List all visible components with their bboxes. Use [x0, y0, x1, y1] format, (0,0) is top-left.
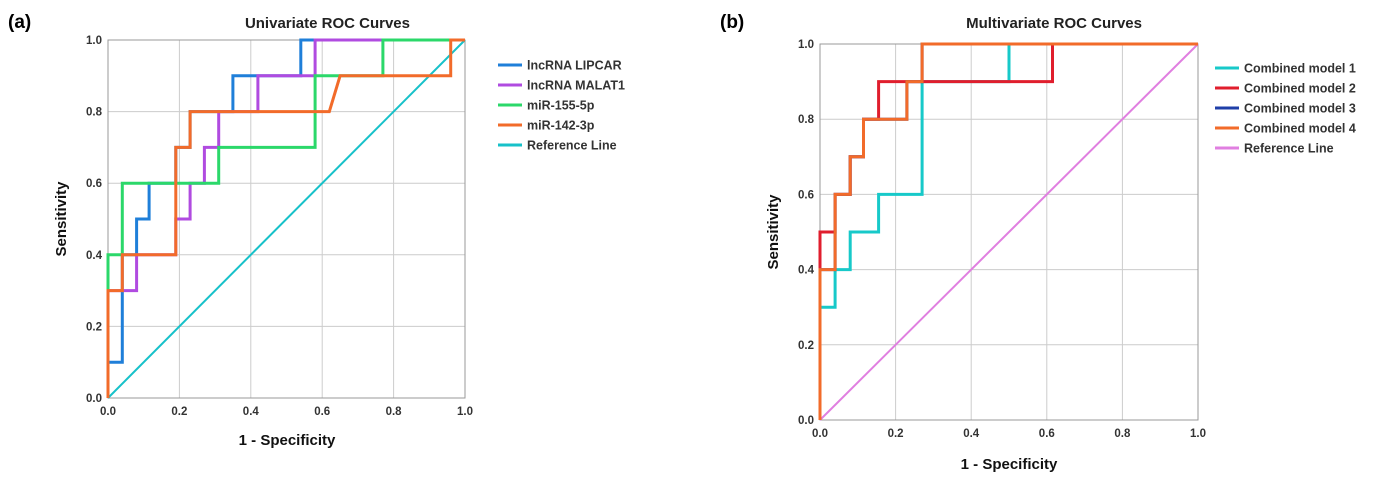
- x-tick-label: 0.2: [888, 428, 904, 440]
- y-tick-label: 0.2: [86, 321, 102, 333]
- panel-a: (a) Univariate ROC Curves 0.0 0.2 0.4 0.6 0.8 1…: [8, 12, 625, 449]
- y-tick-label: 0.8: [86, 107, 103, 119]
- y-tick-label: 1.0: [86, 35, 102, 47]
- y-tick-label: 0.6: [86, 178, 102, 190]
- x-axis-label: 1 - Specificity: [239, 432, 336, 449]
- x-tick-label: 0.0: [100, 406, 116, 418]
- legend-entry: Combined model 2: [1215, 82, 1356, 96]
- plot-frame: [107, 39, 466, 399]
- y-tick-label: 0.0: [798, 415, 814, 427]
- legend-label: Combined model 4: [1244, 122, 1356, 136]
- panel-label: (a): [8, 12, 31, 33]
- legend-label: miR-142-3p: [527, 119, 595, 133]
- legend-label: lncRNA MALAT1: [527, 79, 625, 93]
- series-line-reference-line: [819, 43, 1199, 421]
- series-line-mir-155-5p: [106, 38, 465, 398]
- chart-title: Multivariate ROC Curves: [966, 15, 1142, 32]
- legend-label: Reference Line: [527, 139, 617, 153]
- legend-entry: Combined model 1: [1215, 62, 1356, 76]
- x-tick-label: 0.8: [386, 406, 403, 418]
- series-line-mir-142-3p: [106, 38, 465, 398]
- series-line-combined-model-4: [818, 42, 1198, 420]
- chart-title: Univariate ROC Curves: [245, 15, 410, 32]
- panel-label: (b): [720, 12, 744, 33]
- x-tick-label: 0.2: [171, 406, 187, 418]
- legend-label: miR-155-5p: [527, 99, 595, 113]
- y-tick-label: 0.6: [798, 189, 814, 201]
- x-tick-label: 0.4: [243, 406, 260, 418]
- x-tick-label: 0.6: [1039, 428, 1055, 440]
- legend-label: Reference Line: [1244, 142, 1334, 156]
- legend-label: lncRNA LIPCAR: [527, 59, 622, 73]
- legend-entry: miR-142-3p: [498, 119, 595, 133]
- legend-entry: Reference Line: [498, 139, 617, 153]
- legend-entry: miR-155-5p: [498, 99, 595, 113]
- y-axis-label: Sensitivity: [765, 194, 782, 270]
- legend-entry: lncRNA LIPCAR: [498, 59, 622, 73]
- y-tick-label: 0.8: [798, 114, 815, 126]
- legend-entry: Combined model 3: [1215, 102, 1356, 116]
- panel-b: (b) Multivariate ROC Curves 0.0 0.2 0.4 0.6 0.…: [720, 12, 1356, 473]
- legend-entry: Reference Line: [1215, 142, 1334, 156]
- x-tick-label: 1.0: [457, 406, 473, 418]
- series-line-reference-line: [107, 39, 466, 399]
- y-tick-label: 0.2: [798, 340, 814, 352]
- legend-entry: lncRNA MALAT1: [498, 79, 625, 93]
- legend-label: Combined model 3: [1244, 102, 1356, 116]
- y-tick-label: 1.0: [798, 39, 814, 51]
- x-tick-label: 0.8: [1114, 428, 1131, 440]
- y-axis-label: Sensitivity: [53, 181, 70, 257]
- y-tick-label: 0.0: [86, 393, 102, 405]
- x-tick-label: 0.4: [963, 428, 980, 440]
- y-tick-label: 0.4: [798, 265, 815, 277]
- x-axis-label: 1 - Specificity: [961, 456, 1058, 473]
- x-tick-label: 1.0: [1190, 428, 1206, 440]
- legend-label: Combined model 2: [1244, 82, 1356, 96]
- legend-entry: Combined model 4: [1215, 122, 1356, 136]
- x-tick-label: 0.0: [812, 428, 828, 440]
- y-tick-label: 0.4: [86, 250, 103, 262]
- x-tick-label: 0.6: [314, 406, 330, 418]
- legend-label: Combined model 1: [1244, 62, 1356, 76]
